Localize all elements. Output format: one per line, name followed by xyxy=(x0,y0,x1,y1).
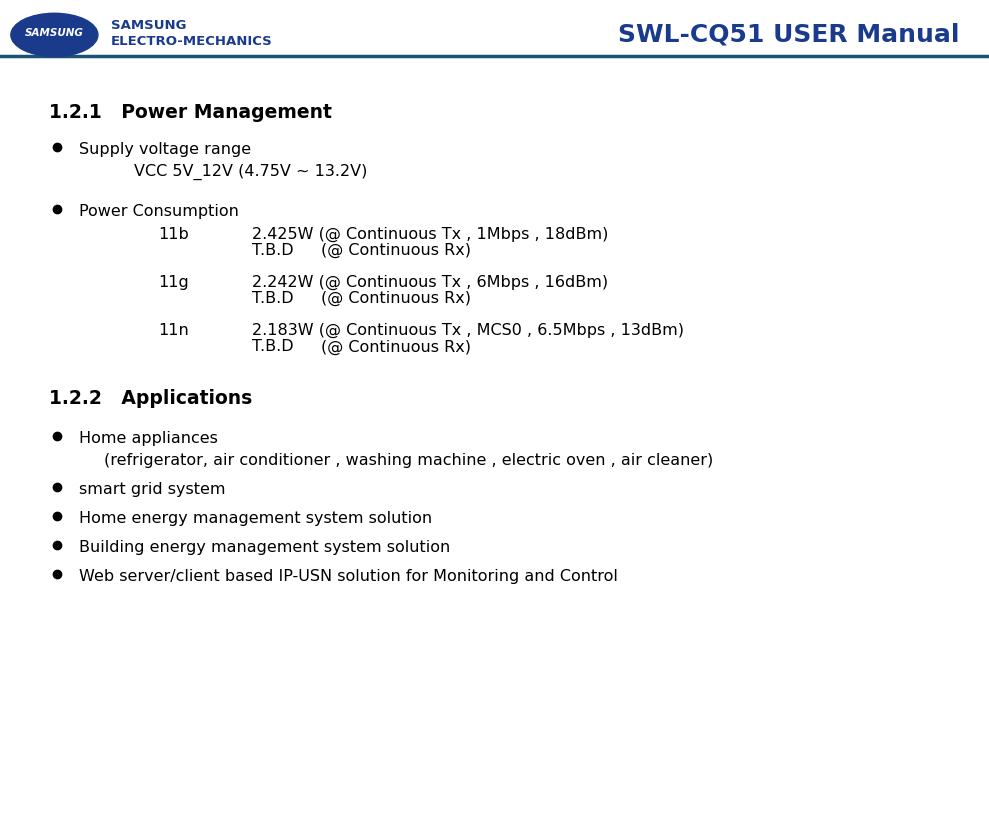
Text: 2.242W (@ Continuous Tx , 6Mbps , 16dBm): 2.242W (@ Continuous Tx , 6Mbps , 16dBm) xyxy=(252,275,608,290)
Text: 2.183W (@ Continuous Tx , MCS0 , 6.5Mbps , 13dBm): 2.183W (@ Continuous Tx , MCS0 , 6.5Mbps… xyxy=(252,323,684,338)
Text: (refrigerator, air conditioner , washing machine , electric oven , air cleaner): (refrigerator, air conditioner , washing… xyxy=(104,453,713,468)
Text: 1.2.2   Applications: 1.2.2 Applications xyxy=(49,389,253,408)
Text: Web server/client based IP-USN solution for Monitoring and Control: Web server/client based IP-USN solution … xyxy=(79,569,618,584)
Text: 11b: 11b xyxy=(158,227,189,242)
Text: T.B.D: T.B.D xyxy=(252,243,294,258)
Text: (@ Continuous Rx): (@ Continuous Rx) xyxy=(321,291,472,306)
Text: SWL-CQ51 USER Manual: SWL-CQ51 USER Manual xyxy=(618,22,959,46)
Text: (@ Continuous Rx): (@ Continuous Rx) xyxy=(321,339,472,354)
Text: (@ Continuous Rx): (@ Continuous Rx) xyxy=(321,243,472,258)
Text: SAMSUNG: SAMSUNG xyxy=(25,28,84,38)
Text: Home energy management system solution: Home energy management system solution xyxy=(79,511,432,526)
Text: VCC 5V_12V (4.75V ~ 13.2V): VCC 5V_12V (4.75V ~ 13.2V) xyxy=(134,164,367,180)
Text: 1.2.1   Power Management: 1.2.1 Power Management xyxy=(49,103,332,121)
Text: Supply voltage range: Supply voltage range xyxy=(79,142,251,157)
Text: Building energy management system solution: Building energy management system soluti… xyxy=(79,540,450,555)
Ellipse shape xyxy=(11,13,98,56)
Text: Home appliances: Home appliances xyxy=(79,431,218,446)
Text: T.B.D: T.B.D xyxy=(252,291,294,306)
Text: Power Consumption: Power Consumption xyxy=(79,204,239,219)
Text: smart grid system: smart grid system xyxy=(79,482,225,497)
Text: 11n: 11n xyxy=(158,323,189,338)
Text: 11g: 11g xyxy=(158,275,189,290)
Text: SAMSUNG: SAMSUNG xyxy=(111,19,186,32)
Text: T.B.D: T.B.D xyxy=(252,339,294,354)
Text: ELECTRO-MECHANICS: ELECTRO-MECHANICS xyxy=(111,35,273,48)
Text: 2.425W (@ Continuous Tx , 1Mbps , 18dBm): 2.425W (@ Continuous Tx , 1Mbps , 18dBm) xyxy=(252,227,608,242)
